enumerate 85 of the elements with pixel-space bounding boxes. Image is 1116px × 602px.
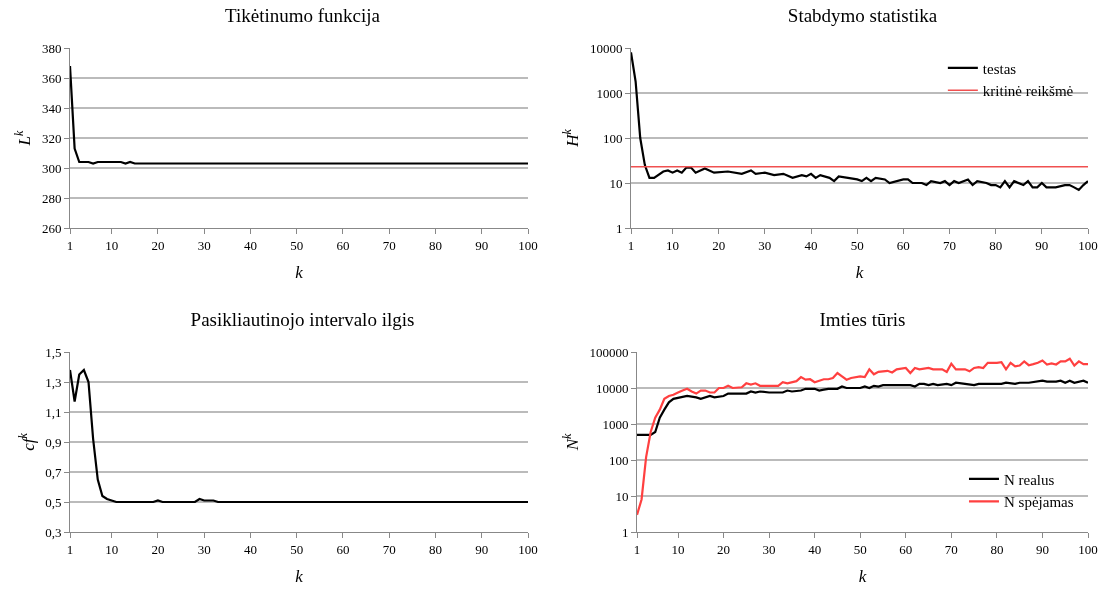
y-tick-label: 10 xyxy=(615,488,629,504)
line-series xyxy=(637,357,1088,516)
x-tick-label: 30 xyxy=(762,541,776,557)
x-tick-label: 1 xyxy=(633,541,641,557)
x-tick-label: 50 xyxy=(853,541,867,557)
x-tick-label: 100 xyxy=(1078,237,1098,253)
x-axis-title: k xyxy=(295,263,304,282)
x-tick-label: 30 xyxy=(197,237,211,253)
y-tick-label: 1 xyxy=(621,524,629,540)
y-tick-label: 0,7 xyxy=(45,464,62,480)
chart-title: Stabdymo statistika xyxy=(787,5,938,27)
y-tick-label: 10000 xyxy=(589,40,623,56)
y-tick-label: 1000 xyxy=(602,416,629,432)
legend-label: kritinė reikšmė xyxy=(982,83,1074,100)
legend-label: testas xyxy=(982,60,1017,77)
x-tick-label: 20 xyxy=(717,541,731,557)
x-tick-label: 30 xyxy=(758,237,772,253)
y-tick-label: 1,5 xyxy=(45,344,62,360)
y-tick-label: 1,1 xyxy=(45,404,62,420)
x-axis-title: k xyxy=(855,263,864,282)
y-tick-label: 10 xyxy=(609,175,623,191)
line-series xyxy=(631,51,1088,192)
y-tick-label: 360 xyxy=(41,70,62,86)
x-tick-label: 1 xyxy=(66,237,74,253)
y-tick-label: 10000 xyxy=(595,380,629,396)
y-tick-label: 280 xyxy=(41,190,62,206)
x-tick-label: 70 xyxy=(382,541,396,557)
y-tick-label: 380 xyxy=(41,40,62,56)
x-tick-label: 100 xyxy=(518,237,538,253)
line-series xyxy=(70,64,528,165)
x-tick-label: 50 xyxy=(850,237,864,253)
x-tick-label: 90 xyxy=(1035,541,1049,557)
x-tick-label: 80 xyxy=(428,237,442,253)
x-tick-label: 80 xyxy=(428,541,442,557)
x-tick-label: 10 xyxy=(105,237,119,253)
y-tick-label: 300 xyxy=(41,160,62,176)
x-tick-label: 30 xyxy=(197,541,211,557)
y-tick-label: 0,9 xyxy=(45,434,62,450)
x-tick-label: 60 xyxy=(336,237,350,253)
y-tick-label: 100 xyxy=(602,130,623,146)
y-tick-label: 260 xyxy=(41,220,62,236)
legend-label: N spėjamas xyxy=(1003,494,1074,511)
x-tick-label: 90 xyxy=(475,541,489,557)
y-tick-label: 340 xyxy=(41,100,62,116)
x-tick-label: 1 xyxy=(66,541,74,557)
x-tick-label: 60 xyxy=(899,541,913,557)
y-tick-label: 1000 xyxy=(596,85,623,101)
y-tick-label: 1,3 xyxy=(45,374,62,390)
x-tick-label: 50 xyxy=(290,237,304,253)
y-tick-label: 1 xyxy=(615,220,623,236)
y-tick-label: 100000 xyxy=(589,344,629,360)
x-tick-label: 20 xyxy=(151,541,165,557)
x-tick-label: 10 xyxy=(105,541,119,557)
x-tick-label: 70 xyxy=(382,237,396,253)
x-tick-label: 100 xyxy=(1078,541,1098,557)
x-tick-label: 90 xyxy=(1035,237,1049,253)
x-tick-label: 80 xyxy=(990,541,1004,557)
x-tick-label: 50 xyxy=(290,541,304,557)
x-tick-label: 40 xyxy=(808,541,822,557)
x-tick-label: 10 xyxy=(671,541,685,557)
chart-title: Tikėtinumo funkcija xyxy=(225,5,381,27)
x-tick-label: 20 xyxy=(712,237,726,253)
y-tick-label: 0,5 xyxy=(45,494,62,510)
y-tick-label: 0,3 xyxy=(45,524,62,540)
x-tick-label: 60 xyxy=(336,541,350,557)
x-tick-label: 60 xyxy=(896,237,910,253)
chart-title: Pasikliautinojo intervalo ilgis xyxy=(190,309,415,331)
line-series xyxy=(637,379,1088,436)
x-tick-label: 40 xyxy=(804,237,818,253)
x-tick-label: 90 xyxy=(475,237,489,253)
chart-title: Imties tūris xyxy=(819,309,906,331)
y-tick-label: 320 xyxy=(41,130,62,146)
x-axis-title: k xyxy=(858,567,867,586)
x-tick-label: 40 xyxy=(243,237,257,253)
x-tick-label: 10 xyxy=(666,237,680,253)
x-tick-label: 100 xyxy=(518,541,538,557)
x-tick-label: 70 xyxy=(944,541,958,557)
x-tick-label: 40 xyxy=(243,541,257,557)
legend-label: N realus xyxy=(1003,471,1055,488)
x-tick-label: 70 xyxy=(943,237,957,253)
x-tick-label: 80 xyxy=(989,237,1003,253)
y-tick-label: 100 xyxy=(608,452,629,468)
line-series xyxy=(70,368,528,504)
x-axis-title: k xyxy=(295,567,304,586)
x-tick-label: 20 xyxy=(151,237,165,253)
